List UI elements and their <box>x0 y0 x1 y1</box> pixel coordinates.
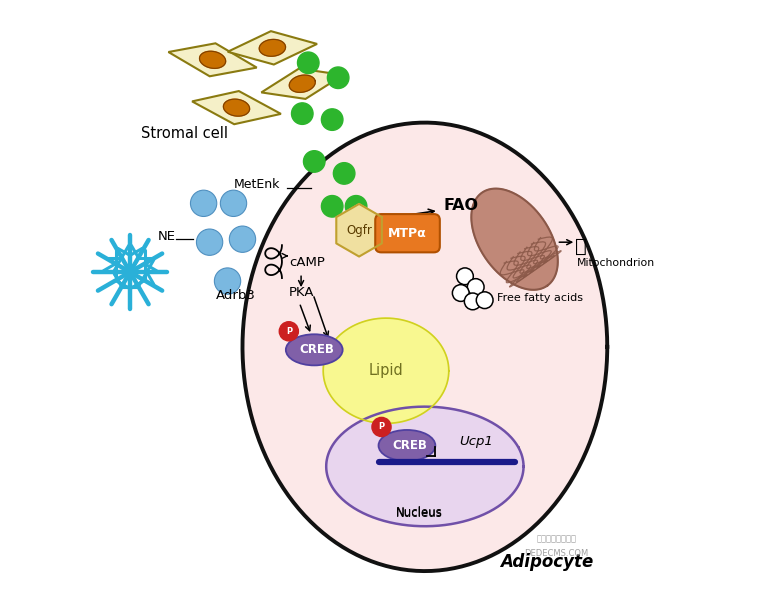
Circle shape <box>464 293 481 310</box>
Polygon shape <box>290 75 315 92</box>
Polygon shape <box>168 43 257 77</box>
Circle shape <box>452 285 469 301</box>
Circle shape <box>372 417 391 437</box>
Circle shape <box>303 151 325 172</box>
Text: Adipocyte: Adipocyte <box>499 553 593 571</box>
Circle shape <box>191 190 217 216</box>
Circle shape <box>292 103 313 124</box>
Text: Nucleus: Nucleus <box>395 506 442 519</box>
Circle shape <box>327 67 349 89</box>
Polygon shape <box>192 91 281 124</box>
Text: Lipid: Lipid <box>368 363 404 379</box>
Polygon shape <box>337 204 382 257</box>
Circle shape <box>476 292 493 309</box>
Text: FAO: FAO <box>443 199 479 213</box>
Circle shape <box>345 196 367 217</box>
Text: cAMP: cAMP <box>290 256 325 269</box>
Circle shape <box>321 196 343 217</box>
Circle shape <box>279 322 299 341</box>
Text: P: P <box>286 327 292 336</box>
Text: Stromal cell: Stromal cell <box>141 126 228 141</box>
Text: Adrb3: Adrb3 <box>215 289 256 302</box>
Circle shape <box>220 190 247 216</box>
Text: DEDECMS.COM: DEDECMS.COM <box>524 549 588 558</box>
Text: PKA: PKA <box>290 286 315 299</box>
Polygon shape <box>199 51 225 68</box>
Text: Mitochondrion: Mitochondrion <box>577 258 655 268</box>
Text: NE: NE <box>157 230 175 243</box>
Ellipse shape <box>378 430 435 461</box>
Polygon shape <box>262 69 344 99</box>
FancyBboxPatch shape <box>375 214 440 252</box>
Polygon shape <box>223 99 249 116</box>
Circle shape <box>456 268 473 285</box>
Polygon shape <box>327 407 523 526</box>
Polygon shape <box>259 39 286 56</box>
Polygon shape <box>472 188 558 290</box>
Circle shape <box>215 268 241 294</box>
Circle shape <box>334 163 355 184</box>
Polygon shape <box>242 123 608 571</box>
Circle shape <box>321 109 343 130</box>
Text: CREB: CREB <box>392 439 428 452</box>
Text: Free fatty acids: Free fatty acids <box>496 294 583 303</box>
Circle shape <box>196 229 223 255</box>
Text: Nucleus: Nucleus <box>395 507 442 520</box>
Text: 织梦内容管理系统: 织梦内容管理系统 <box>537 534 577 543</box>
Text: CREB: CREB <box>300 343 335 356</box>
Text: MetEnk: MetEnk <box>233 178 280 191</box>
Text: Ucp1: Ucp1 <box>459 435 493 448</box>
Text: MTPα: MTPα <box>388 227 427 240</box>
Text: 🔥: 🔥 <box>575 237 587 256</box>
Circle shape <box>229 226 256 252</box>
Text: Ogfr: Ogfr <box>346 224 372 237</box>
Circle shape <box>467 279 484 295</box>
Polygon shape <box>323 318 449 423</box>
Text: P: P <box>378 422 384 432</box>
Polygon shape <box>228 31 317 65</box>
Circle shape <box>297 52 319 74</box>
Ellipse shape <box>286 334 343 365</box>
